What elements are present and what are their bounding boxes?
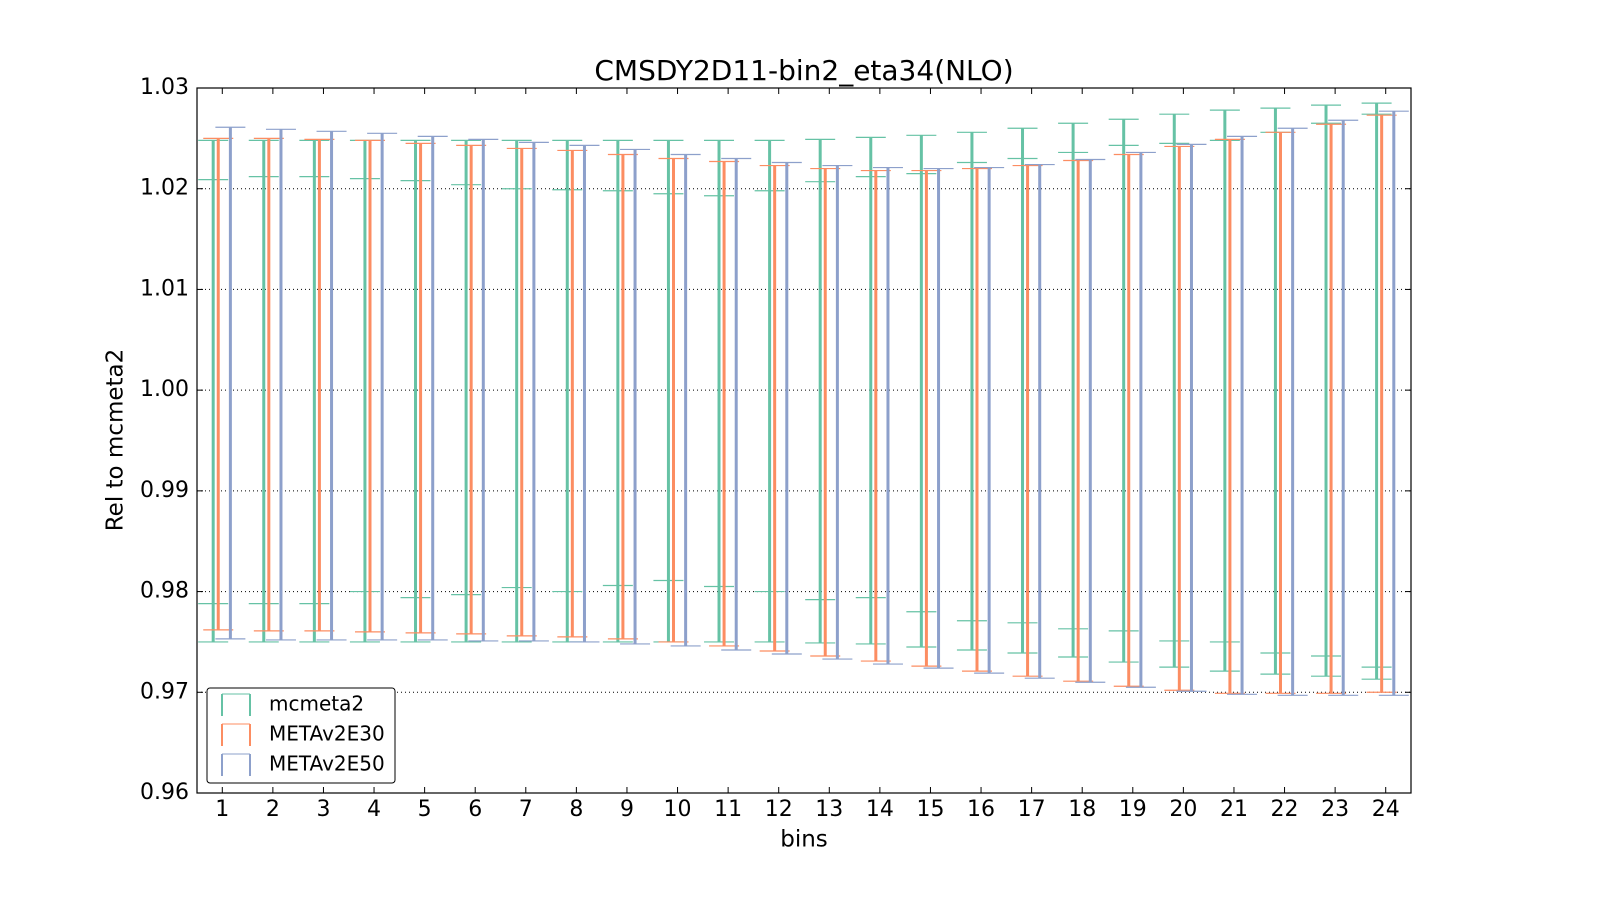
- y-tick-label: 0.98: [140, 579, 189, 604]
- x-tick-label: 19: [1119, 797, 1147, 822]
- x-tick-label: 16: [967, 797, 995, 822]
- x-tick-label: 24: [1372, 797, 1400, 822]
- x-tick-label: 1: [215, 797, 229, 822]
- legend-label: METAv2E30: [269, 722, 385, 746]
- y-axis-label: Rel to mcmeta2: [103, 349, 129, 532]
- x-tick-label: 23: [1321, 797, 1349, 822]
- x-tick-label: 4: [367, 797, 381, 822]
- chart-title: CMSDY2D11-bin2_eta34(NLO): [594, 54, 1013, 87]
- legend-label: mcmeta2: [269, 692, 364, 716]
- x-tick-label: 17: [1018, 797, 1046, 822]
- y-tick-label: 1.01: [140, 276, 189, 301]
- x-tick-label: 21: [1220, 797, 1248, 822]
- x-tick-label: 12: [765, 797, 793, 822]
- x-tick-label: 6: [468, 797, 482, 822]
- y-tick-label: 0.97: [140, 679, 189, 704]
- x-tick-label: 14: [866, 797, 894, 822]
- y-tick-label: 0.99: [140, 478, 189, 503]
- x-tick-label: 8: [569, 797, 583, 822]
- y-tick-label: 1.02: [140, 176, 189, 201]
- x-tick-label: 5: [418, 797, 432, 822]
- x-tick-label: 9: [620, 797, 634, 822]
- x-tick-label: 10: [664, 797, 692, 822]
- y-tick-label: 0.96: [140, 780, 189, 805]
- legend-box: [206, 687, 396, 784]
- x-tick-label: 2: [266, 797, 280, 822]
- x-tick-label: 13: [815, 797, 843, 822]
- x-tick-label: 11: [714, 797, 742, 822]
- x-tick-label: 7: [519, 797, 533, 822]
- y-tick-label: 1.00: [140, 377, 189, 402]
- x-tick-label: 3: [316, 797, 330, 822]
- plot-frame: [196, 87, 1412, 794]
- x-tick-label: 22: [1271, 797, 1299, 822]
- x-tick-label: 20: [1169, 797, 1197, 822]
- x-tick-label: 15: [916, 797, 944, 822]
- x-tick-label: 18: [1068, 797, 1096, 822]
- x-axis-label: bins: [780, 827, 828, 853]
- y-tick-label: 1.03: [140, 75, 189, 100]
- legend-label: METAv2E50: [269, 752, 385, 776]
